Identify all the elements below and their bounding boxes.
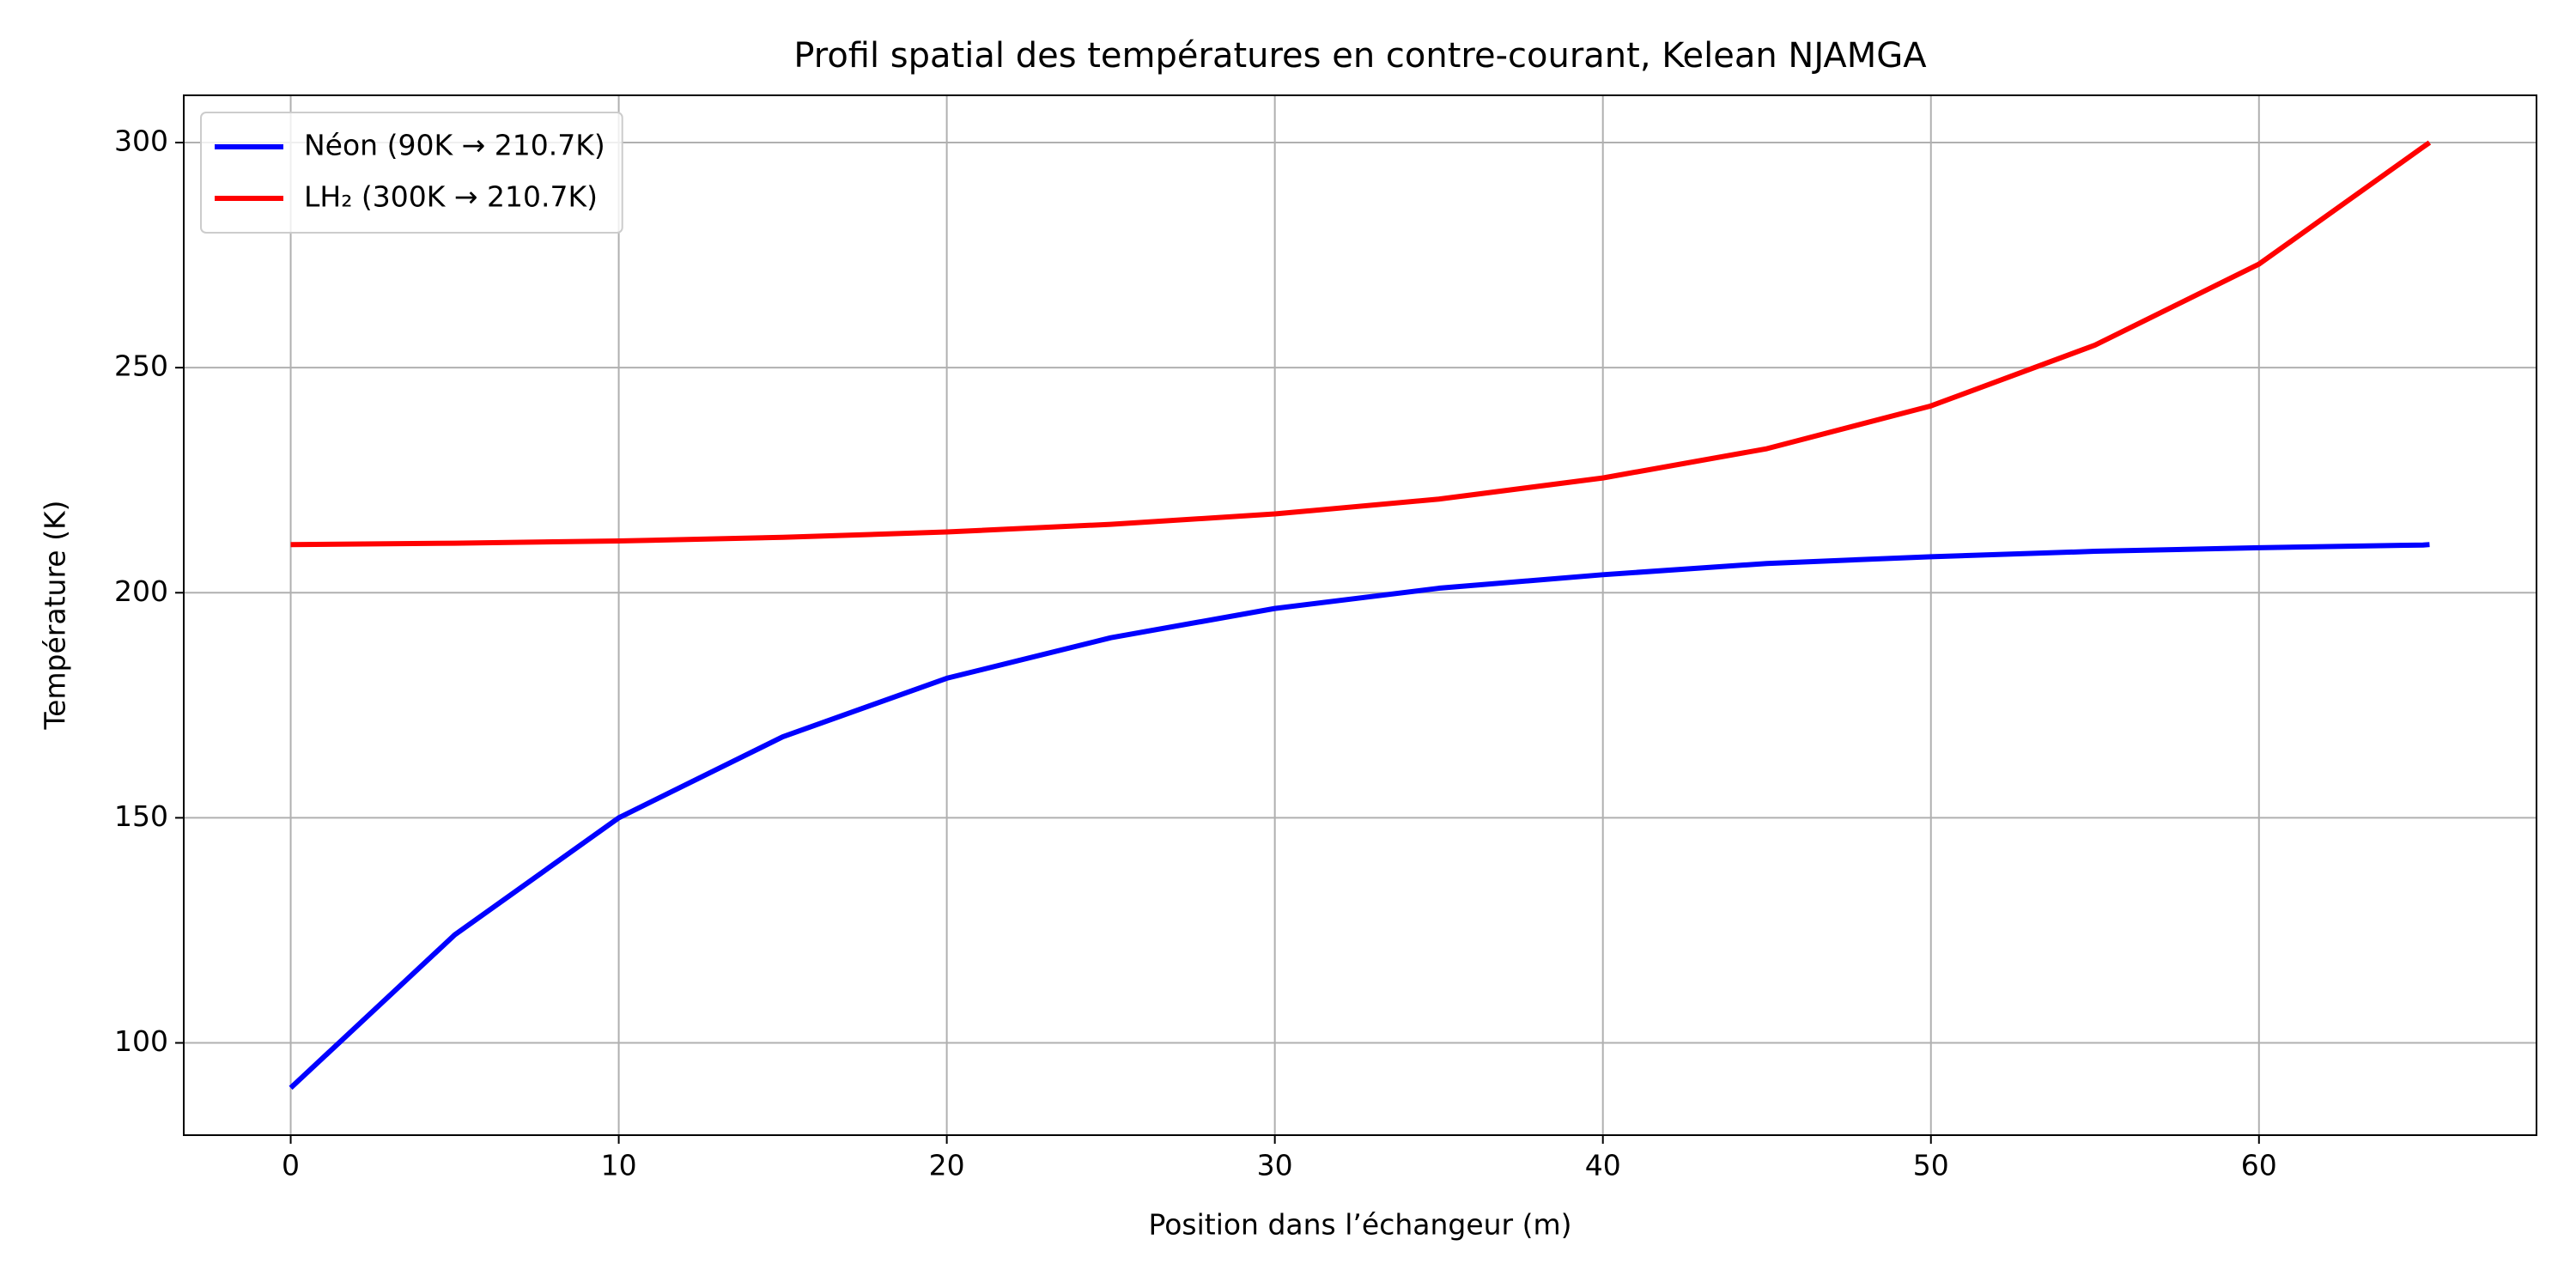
x-tick-label: 60 [2241,1149,2277,1182]
x-tick-label: 10 [601,1149,637,1182]
x-axis-label: Position dans l’échangeur (m) [1148,1208,1571,1242]
x-tick-label: 0 [282,1149,300,1182]
legend: Néon (90K → 210.7K) LH₂ (300K → 210.7K) [200,112,623,234]
data-line [289,542,2430,1091]
legend-label: LH₂ (300K → 210.7K) [304,180,598,214]
x-tick-label: 50 [1913,1149,1949,1182]
legend-label: Néon (90K → 210.7K) [304,129,605,162]
y-tick-label: 300 [114,125,168,158]
x-tick-label: 20 [929,1149,965,1182]
plot-frame [183,94,2537,1136]
y-tick-label: 150 [114,799,168,833]
y-tick-label: 250 [114,349,168,383]
x-tick-label: 40 [1585,1149,1621,1182]
data-line [290,140,2432,548]
chart-title: Profil spatial des températures en contr… [793,36,1927,76]
y-tick-label: 200 [114,574,168,608]
y-axis-label: Température (K) [39,501,72,731]
y-tick-label: 100 [114,1024,168,1058]
legend-box [200,112,623,234]
x-tick-label: 30 [1257,1149,1293,1182]
